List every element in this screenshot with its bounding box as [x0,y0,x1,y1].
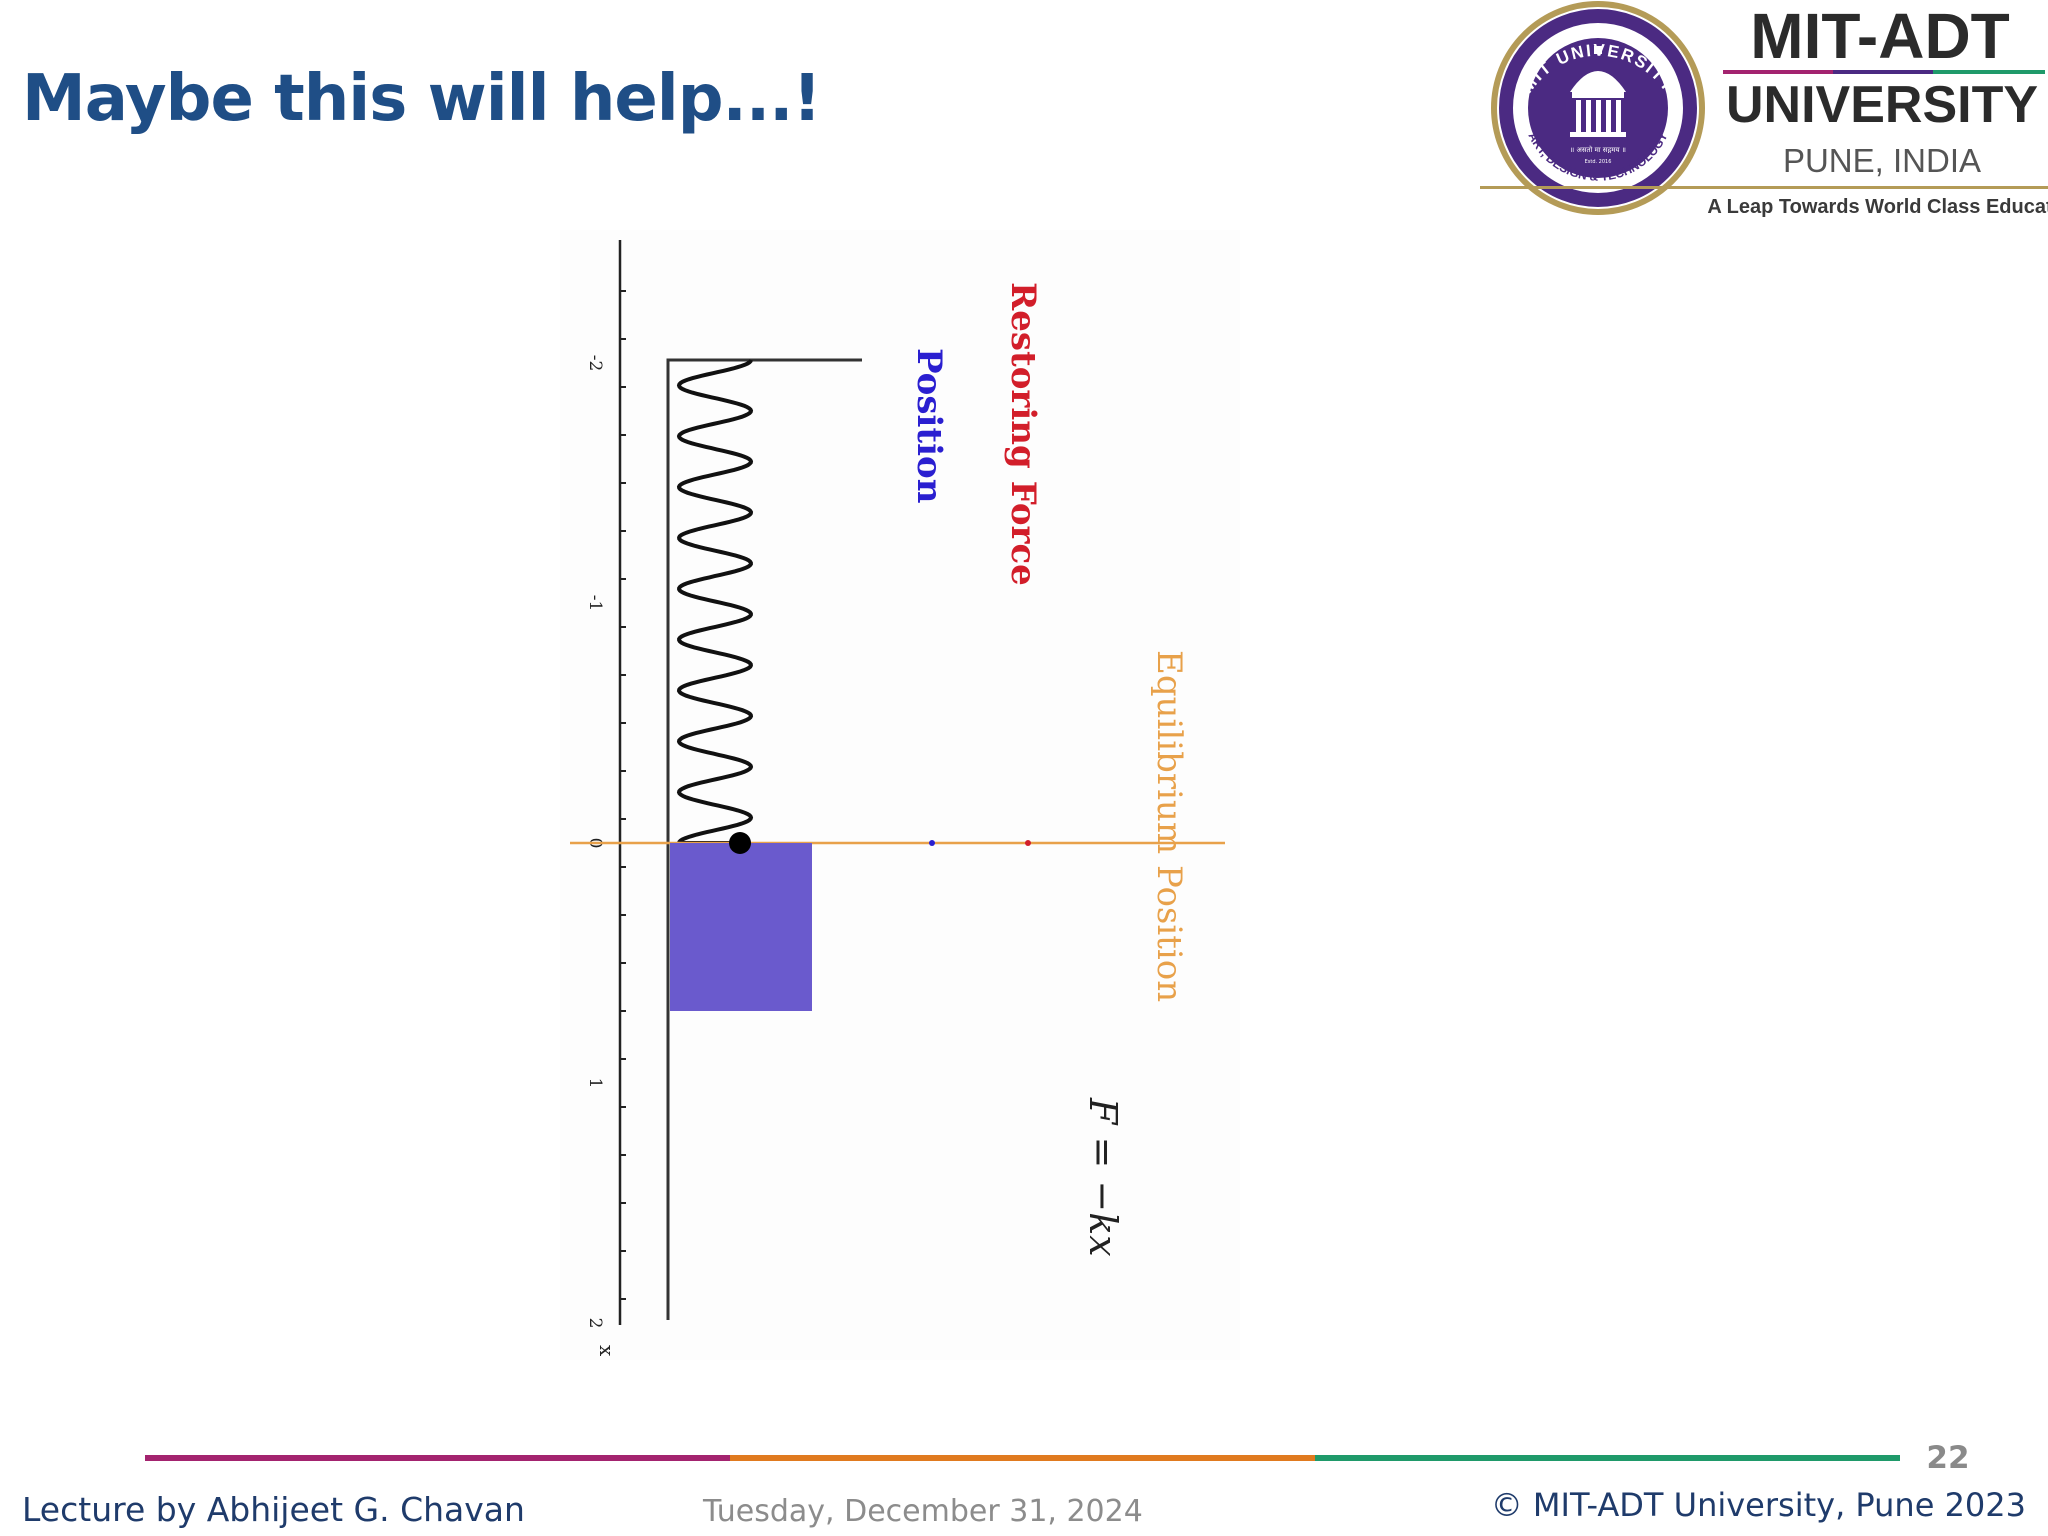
university-seal: ॥ असतो मा सद्गमय ॥ Estd. 2016 MIT UNIVER… [1491,1,1705,215]
axis-label: x [595,1345,619,1357]
footer-bar-segment-2 [730,1455,1315,1461]
tick-label: 2 [585,1318,605,1329]
logo-location: PUNE, INDIA [1783,142,1981,179]
axis-ticks [620,290,626,1300]
slide-title: Maybe this will help...! [22,62,822,136]
spring-diagram: x -2 -1 0 1 2 Restoring Force Position E… [560,230,1240,1360]
seal-est: Estd. 2016 [1585,159,1612,165]
logo-tagline: A Leap Towards World Class Education [1707,196,2048,218]
university-logo: ॥ असतो मा सद्गमय ॥ Estd. 2016 MIT UNIVER… [1480,0,2048,230]
footer-bar-segment-3 [1315,1455,1900,1461]
logo-name-line1: MIT-ADT [1750,0,2010,72]
axis-tick-labels: -2 -1 0 1 2 [585,355,605,1329]
force-marker [1025,840,1031,846]
temple-icon [1570,46,1626,137]
seal-motto: ॥ असतो मा सद्गमय ॥ [1570,145,1626,154]
footer-date: Tuesday, December 31, 2024 [703,1494,1143,1529]
logo-name-line2: UNIVERSITY [1726,76,2038,134]
label-restoring-force: Restoring Force [1003,282,1043,586]
footer-copyright: © MIT-ADT University, Pune 2023 [1490,1486,2026,1524]
tick-label: -1 [585,595,605,612]
tick-label: 1 [585,1078,605,1089]
position-marker [929,840,935,846]
formula: F = −kx [1081,1097,1125,1257]
tick-label: -2 [585,355,605,372]
wall [666,358,862,1320]
page-number: 22 [1926,1440,1970,1476]
footer-bar-segment-1 [145,1455,730,1461]
mass-block [670,843,812,1011]
label-position: Position [909,348,949,503]
mass-point [729,832,751,854]
footer-lecturer: Lecture by Abhijeet G. Chavan [22,1490,525,1529]
spring [676,359,754,845]
label-equilibrium-position: Equilibrium Position [1149,650,1189,1002]
